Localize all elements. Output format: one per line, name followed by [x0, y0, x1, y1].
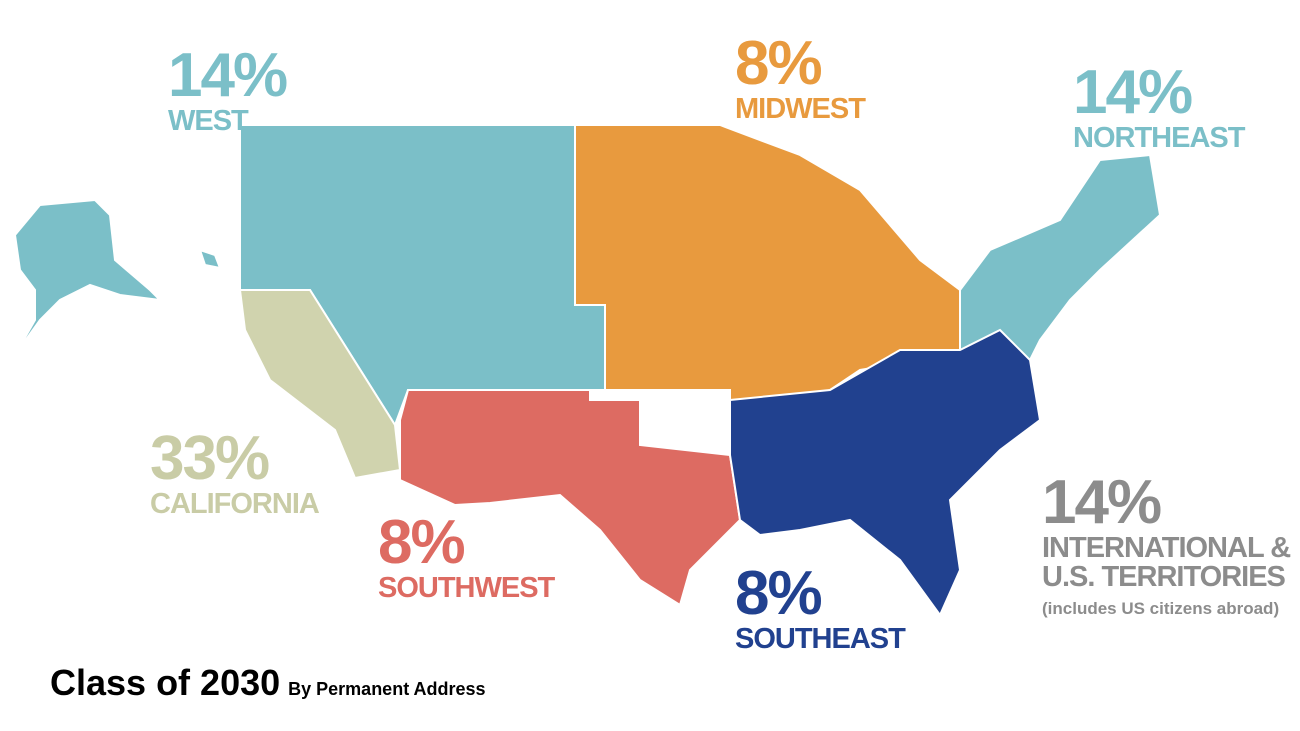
- southeast-label: 8% SOUTHEAST: [735, 559, 906, 655]
- hawaii: [198, 248, 222, 270]
- percent: 33%: [150, 424, 270, 493]
- title-block: Class of 2030 By Permanent Address: [50, 662, 486, 704]
- title: Class of 2030: [50, 662, 281, 703]
- international-label: 14% INTERNATIONAL & U.S. TERRITORIES (in…: [1042, 468, 1292, 618]
- percent: 14%: [168, 41, 288, 110]
- percent: 8%: [735, 29, 823, 98]
- percent: 14%: [1073, 58, 1193, 127]
- region-name: CALIFORNIA: [150, 488, 320, 520]
- percent: 8%: [378, 508, 466, 577]
- subtitle: By Permanent Address: [288, 679, 486, 699]
- note: (includes US citizens abroad): [1042, 599, 1280, 618]
- southwest-label: 8% SOUTHWEST: [378, 508, 555, 604]
- california-region: [238, 289, 402, 480]
- midwest-label: 8% MIDWEST: [735, 29, 866, 125]
- region-name: WEST: [168, 105, 249, 137]
- northeast-region: [959, 153, 1162, 362]
- region-name: MIDWEST: [735, 93, 866, 125]
- southwest-region: [399, 389, 742, 607]
- alaska: [13, 198, 163, 356]
- percent: 8%: [735, 559, 823, 628]
- southeast-region: [729, 328, 1042, 617]
- region-name: NORTHEAST: [1073, 122, 1245, 154]
- california-label: 33% CALIFORNIA: [150, 424, 320, 520]
- midwest-region: [574, 124, 961, 401]
- region-name: SOUTHWEST: [378, 572, 555, 604]
- northeast-label: 14% NORTHEAST: [1073, 58, 1245, 154]
- region-name: SOUTHEAST: [735, 623, 906, 655]
- region-name: INTERNATIONAL & U.S. TERRITORIES: [1042, 532, 1291, 593]
- west-label: 14% WEST: [168, 41, 288, 137]
- percent: 14%: [1042, 468, 1162, 537]
